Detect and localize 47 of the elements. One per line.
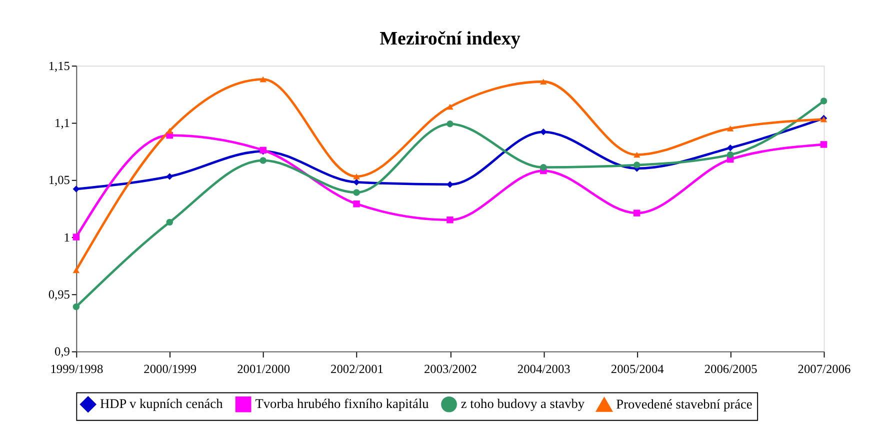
- point: [820, 98, 828, 104]
- chart-title: Meziroční indexy: [380, 28, 521, 50]
- point: [820, 141, 828, 148]
- legend-label: z toho budovy a stavby: [460, 396, 585, 412]
- point: [353, 174, 360, 180]
- point: [726, 144, 734, 152]
- point: [540, 128, 547, 136]
- x-tick-label: 2006/2005: [704, 362, 758, 376]
- point: [540, 78, 547, 85]
- point: [634, 210, 640, 216]
- point: [634, 152, 640, 158]
- point: [72, 267, 80, 274]
- y-tick-label: 0,9: [54, 344, 70, 359]
- y-tick-label: 1,15: [48, 58, 70, 73]
- point: [726, 151, 734, 158]
- y-tick-label: 1,1: [54, 116, 70, 130]
- legend-label: HDP v kupních cenách: [100, 396, 224, 412]
- x-tick-label: 2005/2004: [610, 362, 664, 376]
- x-tick-label: 2007/2006: [798, 362, 851, 376]
- legend-label: Tvorba hrubého fixního kapitálu: [255, 396, 430, 412]
- point: [446, 104, 454, 110]
- point: [634, 162, 640, 168]
- legend-label: Provedené stavební práce: [616, 396, 752, 412]
- point: [446, 181, 454, 188]
- point: [72, 303, 80, 310]
- point: [260, 76, 266, 82]
- point: [166, 128, 173, 134]
- point: [726, 126, 734, 132]
- x-tick-label: 2000/1999: [144, 362, 197, 376]
- point: [166, 218, 173, 226]
- x-tick-label: 2002/2001: [330, 362, 384, 376]
- y-tick-label: 1,05: [48, 173, 70, 188]
- x-tick-label: 2004/2003: [517, 362, 570, 376]
- point: [72, 234, 80, 240]
- y-tick-label: 0,95: [48, 287, 70, 302]
- x-tick-label: 2001/2000: [237, 362, 290, 376]
- x-tick-label: 2003/2002: [424, 362, 477, 376]
- point: [446, 216, 454, 224]
- x-tick-label: 1999/1998: [50, 362, 104, 376]
- point: [446, 120, 454, 128]
- y-tick-label: 1: [64, 230, 70, 244]
- point: [260, 157, 266, 164]
- point: [540, 164, 547, 171]
- point: [353, 189, 360, 196]
- point: [353, 200, 360, 208]
- point: [353, 178, 360, 186]
- point: [166, 173, 173, 180]
